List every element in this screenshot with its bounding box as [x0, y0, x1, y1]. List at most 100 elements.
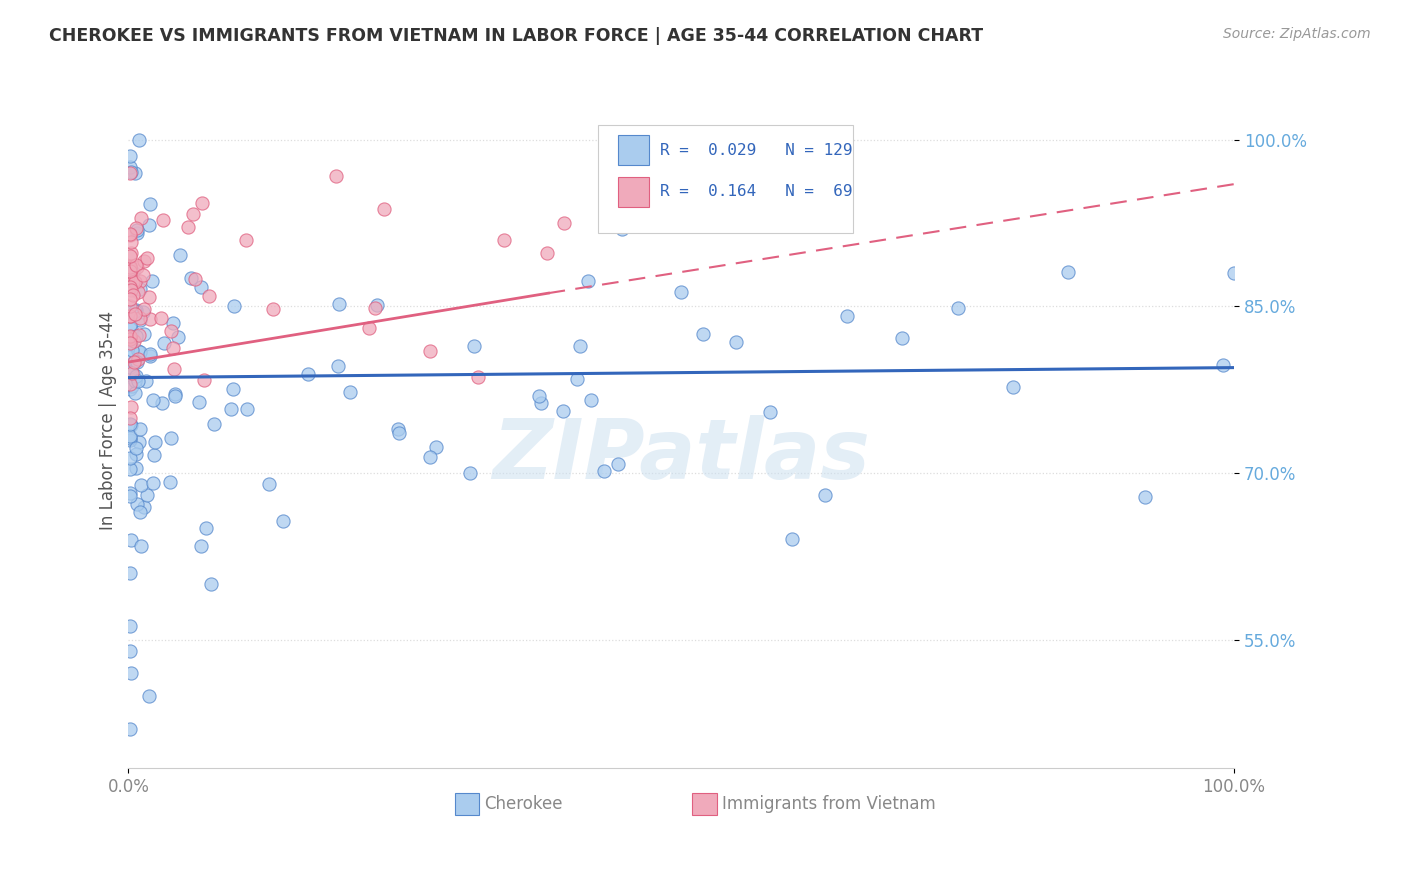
- Point: [946, 301, 969, 316]
- Point: [118, 433, 141, 447]
- Point: [198, 288, 221, 302]
- Point: [121, 366, 143, 380]
- Point: [118, 271, 141, 285]
- Point: [143, 448, 166, 462]
- Bar: [692, 793, 717, 815]
- Point: [125, 461, 148, 475]
- Point: [124, 275, 146, 289]
- Point: [202, 417, 225, 431]
- Point: [118, 350, 141, 364]
- Point: [166, 330, 188, 344]
- Point: [200, 577, 222, 591]
- Point: [169, 248, 191, 262]
- Point: [132, 305, 155, 319]
- Point: [135, 488, 157, 502]
- Point: [122, 275, 145, 289]
- Point: [118, 299, 141, 313]
- Text: Immigrants from Vietnam: Immigrants from Vietnam: [723, 795, 936, 813]
- Point: [118, 417, 141, 431]
- Point: [118, 264, 141, 278]
- Point: [419, 450, 441, 464]
- Text: R =  0.164   N =  69: R = 0.164 N = 69: [661, 185, 852, 199]
- Point: [128, 435, 150, 450]
- Point: [132, 268, 155, 282]
- Point: [780, 532, 803, 546]
- Point: [125, 226, 148, 240]
- Point: [131, 478, 153, 492]
- Point: [129, 211, 152, 225]
- Point: [551, 404, 574, 418]
- Point: [142, 392, 165, 407]
- Point: [118, 279, 141, 293]
- Point: [132, 301, 155, 316]
- Point: [725, 334, 748, 349]
- Point: [835, 309, 858, 323]
- Point: [118, 309, 141, 323]
- Point: [568, 339, 591, 353]
- Point: [669, 285, 692, 300]
- Point: [129, 539, 152, 553]
- Point: [141, 274, 163, 288]
- Point: [565, 372, 588, 386]
- Point: [184, 272, 207, 286]
- Point: [134, 326, 156, 341]
- Point: [118, 489, 141, 503]
- Point: [118, 410, 141, 425]
- Point: [162, 342, 184, 356]
- Point: [458, 466, 481, 480]
- Point: [125, 441, 148, 455]
- Point: [159, 475, 181, 489]
- Point: [118, 722, 141, 736]
- Point: [236, 401, 259, 416]
- Point: [373, 202, 395, 216]
- Point: [124, 374, 146, 388]
- Point: [125, 303, 148, 318]
- Point: [364, 301, 387, 315]
- Point: [120, 283, 142, 297]
- Point: [118, 382, 141, 396]
- Point: [120, 400, 142, 414]
- Point: [128, 422, 150, 436]
- Point: [122, 355, 145, 369]
- Point: [124, 307, 146, 321]
- Point: [127, 497, 149, 511]
- Point: [118, 261, 141, 276]
- Point: [121, 265, 143, 279]
- Point: [136, 251, 159, 265]
- Point: [139, 347, 162, 361]
- Point: [125, 355, 148, 369]
- Point: [120, 148, 142, 162]
- Point: [165, 387, 187, 401]
- Point: [118, 292, 141, 306]
- Point: [127, 344, 149, 359]
- Text: Source: ZipAtlas.com: Source: ZipAtlas.com: [1223, 27, 1371, 41]
- Point: [125, 221, 148, 235]
- Point: [128, 328, 150, 343]
- Text: CHEROKEE VS IMMIGRANTS FROM VIETNAM IN LABOR FORCE | AGE 35-44 CORRELATION CHART: CHEROKEE VS IMMIGRANTS FROM VIETNAM IN L…: [49, 27, 983, 45]
- Text: Cherokee: Cherokee: [485, 795, 562, 813]
- Point: [129, 282, 152, 296]
- Point: [120, 267, 142, 281]
- Point: [120, 310, 142, 324]
- Point: [163, 362, 186, 376]
- Point: [121, 343, 143, 358]
- Point: [118, 318, 141, 332]
- Point: [118, 166, 141, 180]
- Point: [138, 689, 160, 703]
- Point: [142, 476, 165, 491]
- Point: [127, 351, 149, 366]
- Point: [271, 514, 294, 528]
- Point: [150, 311, 173, 326]
- Point: [692, 327, 714, 342]
- Point: [177, 219, 200, 234]
- Point: [190, 539, 212, 553]
- Point: [127, 374, 149, 388]
- Point: [118, 329, 141, 343]
- Point: [125, 223, 148, 237]
- Point: [527, 388, 550, 402]
- Point: [128, 313, 150, 327]
- Point: [129, 311, 152, 326]
- Point: [118, 429, 141, 443]
- Point: [124, 386, 146, 401]
- Point: [162, 316, 184, 330]
